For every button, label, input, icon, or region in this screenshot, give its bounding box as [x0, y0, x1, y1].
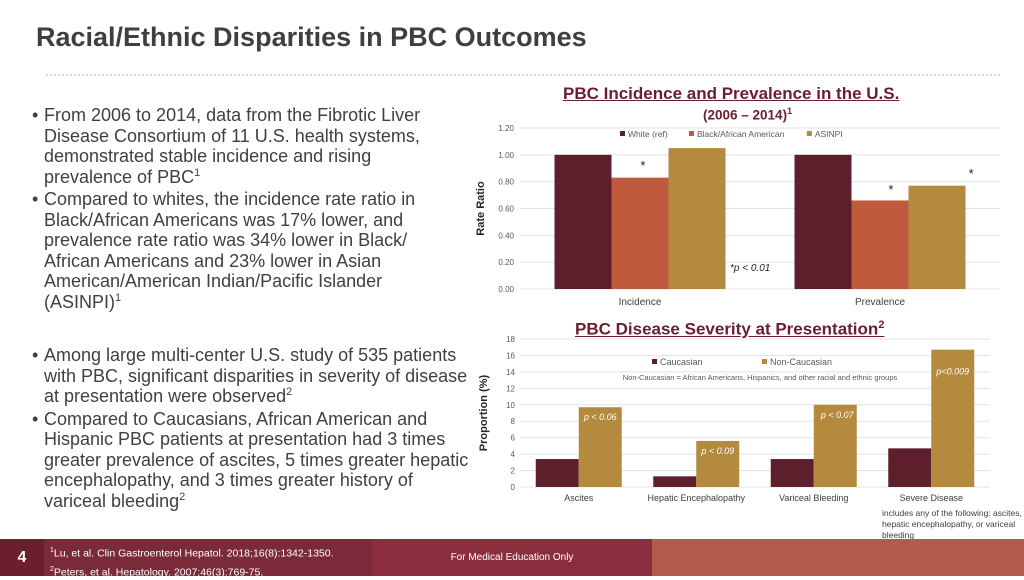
severe-disease-note: includes any of the following: ascites, …	[882, 508, 1022, 541]
reference-item: 2Peters, et al. Hepatology. 2007;46(3):7…	[50, 562, 372, 580]
page-number: 4	[0, 539, 44, 576]
y-axis-label: Proportion (%)	[478, 374, 490, 451]
p-value-label: p < 0.06	[583, 412, 617, 422]
p-value-label: p<0.009	[935, 367, 969, 377]
bar	[888, 448, 931, 487]
legend-note: Non-Caucasian = African Americans, Hispa…	[623, 373, 898, 382]
legend-entry: Caucasian	[660, 357, 703, 367]
y-tick-label: 14	[506, 368, 515, 377]
legend-swatch	[762, 359, 767, 364]
y-tick-label: 12	[506, 384, 515, 393]
y-tick-label: 8	[511, 417, 516, 426]
y-tick-label: 0	[511, 483, 516, 492]
bar	[653, 476, 696, 487]
bar	[771, 459, 814, 487]
references: 1Lu, et al. Clin Gastroenterol Hepatol. …	[44, 539, 372, 576]
y-tick-label: 2	[511, 467, 516, 476]
bar	[536, 459, 579, 487]
y-tick-label: 4	[511, 450, 516, 459]
x-tick-label: Severe Disease	[899, 493, 963, 503]
legend-swatch	[652, 359, 657, 364]
footer-bar: 4 1Lu, et al. Clin Gastroenterol Hepatol…	[0, 539, 1024, 576]
footer-accent	[652, 539, 1024, 576]
y-tick-label: 10	[506, 401, 515, 410]
y-tick-label: 18	[506, 335, 515, 344]
y-tick-label: 16	[506, 351, 515, 360]
legend-entry: Non-Caucasian	[770, 357, 832, 367]
y-tick-label: 6	[511, 434, 516, 443]
p-value-label: p < 0.07	[820, 410, 855, 420]
x-tick-label: Variceal Bleeding	[779, 493, 848, 503]
footer-disclaimer: For Medical Education Only	[372, 539, 652, 576]
reference-item: 1Lu, et al. Clin Gastroenterol Hepatol. …	[50, 543, 372, 562]
p-value-label: p < 0.09	[700, 446, 734, 456]
x-tick-label: Ascites	[564, 493, 594, 503]
x-tick-label: Hepatic Encephalopathy	[647, 493, 745, 503]
